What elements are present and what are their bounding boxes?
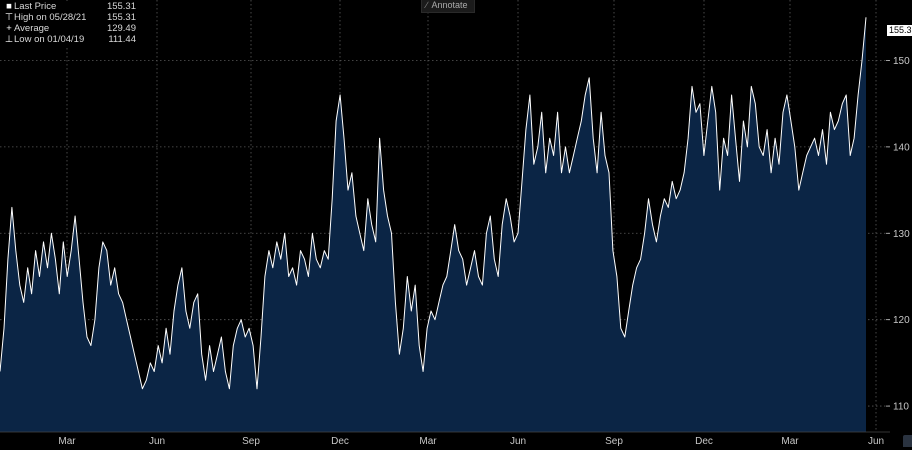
x-tick-label: Jun	[149, 436, 165, 447]
x-tick-label: Jun	[868, 436, 884, 447]
y-tick-label: 130	[893, 229, 910, 240]
price-line	[0, 17, 867, 390]
legend-value: 155.31	[106, 1, 136, 12]
price-area-fill	[0, 17, 866, 433]
x-tick-label: Sep	[242, 436, 260, 447]
plus-marker-icon: +	[6, 23, 12, 34]
legend-item-last-price: ■ Last Price 155.31	[4, 1, 136, 12]
y-tick-label: 120	[893, 315, 910, 326]
x-tick-label: Sep	[605, 436, 623, 447]
x-tick-label: Dec	[695, 436, 713, 447]
low-marker-icon: ⊥	[4, 34, 14, 45]
legend-value: 155.31	[106, 12, 136, 23]
y-tick-label: 140	[893, 142, 910, 153]
legend-value: 111.44	[108, 34, 136, 45]
x-tick-label: Mar	[419, 436, 437, 447]
x-tick-label: Dec	[331, 436, 349, 447]
y-tick-label: 110	[893, 402, 909, 413]
legend-value: 129.49	[106, 23, 136, 34]
x-axis: Mar Jun Sep Dec Mar Jun Sep Dec Mar Jun	[0, 431, 890, 447]
pencil-icon: ∕	[426, 0, 428, 10]
last-price-tag: 155.3	[887, 25, 912, 36]
high-marker-icon: ⊤	[4, 12, 14, 23]
x-tick-label: Mar	[781, 436, 799, 447]
y-tick-label: 150	[893, 56, 910, 67]
chart-options-button[interactable]	[903, 435, 912, 447]
x-tick-label: Mar	[58, 436, 76, 447]
square-marker-icon: ■	[6, 1, 12, 12]
annotate-label: Annotate	[431, 0, 468, 10]
legend-label: Low on 01/04/19	[14, 34, 85, 45]
legend-label: Average	[14, 23, 50, 34]
y-axis: 110 120 130 140 150	[886, 56, 910, 413]
legend-item-average: + Average 129.49	[4, 23, 136, 34]
x-tick-label: Jun	[510, 436, 526, 447]
legend-label: High on 05/28/21	[14, 12, 87, 23]
chart-legend: ■ Last Price 155.31 ⊤ High on 05/28/21 1…	[2, 1, 139, 46]
annotate-button[interactable]: ∕ Annotate	[421, 0, 475, 13]
legend-item-high: ⊤ High on 05/28/21 155.31	[4, 12, 136, 23]
legend-item-low: ⊥ Low on 01/04/19 111.44	[4, 34, 136, 45]
legend-label: Last Price	[14, 1, 57, 12]
